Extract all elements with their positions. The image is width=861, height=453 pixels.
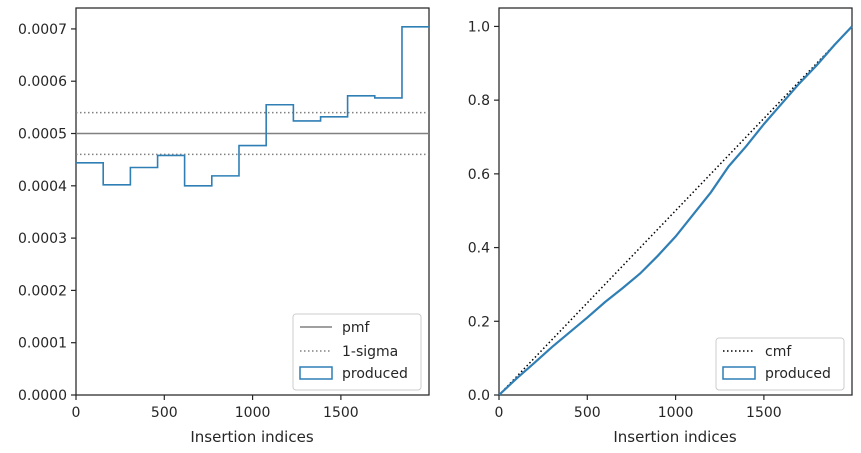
left-y-ticks: 0.0000 0.0001 0.0002 0.0003 0.0004 0.0005 0.00… [18,22,76,404]
y-tick-label: 0.0000 [18,388,67,404]
x-tick-label: 1000 [235,405,271,421]
x-tick-label: 1500 [323,405,359,421]
left-legend-box [292,313,422,391]
right-legend: cmf produced [715,337,845,391]
right-y-ticks: 0.0 0.2 0.4 0.6 0.8 1.0 [468,19,499,404]
legend-pmf-label: pmf [342,320,371,336]
left-panel-pmf-histogram: 0.0000 0.0001 0.0002 0.0003 0.0004 0.0005 0.00… [18,7,430,446]
y-tick-label: 0.2 [468,314,490,330]
right-axes-frame [498,7,853,396]
y-tick-label: 0.6 [468,167,490,183]
x-tick-label: 1500 [746,405,782,421]
y-tick-label: 0.0002 [18,283,67,299]
y-tick-label: 0.0 [468,388,490,404]
left-legend: pmf 1-sigma produced [292,313,422,391]
right-plot-area [498,25,853,396]
right-panel-cmf: 0.0 0.2 0.4 0.6 0.8 1.0 0 500 1000 1500 Insertio… [468,7,853,446]
y-tick-label: 0.0006 [18,74,67,90]
produced-line [498,25,853,396]
legend-cmf-label: cmf [765,344,792,360]
left-x-ticks: 0 500 1000 1500 [72,395,359,421]
left-plot-area [76,26,429,187]
legend-produced-label: produced [342,366,408,382]
y-tick-label: 1.0 [468,19,490,35]
x-tick-label: 0 [495,405,504,421]
left-x-axis-label: Insertion indices [190,428,313,446]
y-tick-label: 0.0007 [18,22,67,38]
right-x-axis-label: Insertion indices [613,428,736,446]
x-tick-label: 1000 [658,405,694,421]
cmf-line [498,25,853,396]
legend-1-sigma-label: 1-sigma [342,344,398,360]
x-tick-label: 500 [574,405,601,421]
x-tick-label: 500 [151,405,178,421]
y-tick-label: 0.4 [468,241,490,257]
right-x-ticks: 0 500 1000 1500 [495,395,782,421]
produced-histogram-step [76,26,429,187]
y-tick-label: 0.0004 [18,179,67,195]
legend-produced-swatch [299,366,333,380]
y-tick-label: 0.0003 [18,231,67,247]
y-tick-label: 0.0005 [18,127,67,143]
x-tick-label: 0 [72,405,81,421]
legend-produced-swatch-right [722,366,756,380]
y-tick-label: 0.8 [468,93,490,109]
y-tick-label: 0.0001 [18,336,67,352]
legend-produced-label-right: produced [765,366,831,382]
